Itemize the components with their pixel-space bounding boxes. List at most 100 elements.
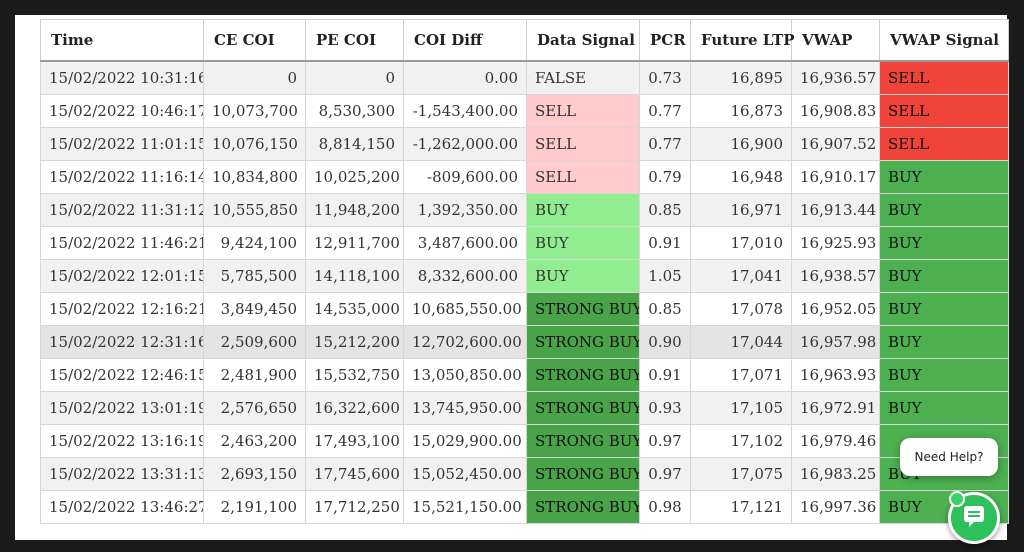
cell-coi-diff: 0.00: [403, 60, 527, 95]
cell-pe-coi: 15,532,750: [305, 358, 404, 392]
cell-vwap: 16,983.25: [791, 457, 880, 491]
cell-future-ltp: 16,971: [690, 193, 792, 227]
cell-pcr: 0.73: [639, 60, 691, 95]
cell-ce-coi: 10,555,850: [203, 193, 306, 227]
cell-pcr: 0.79: [639, 160, 691, 194]
cell-vwap-signal: BUY: [879, 226, 1009, 260]
cell-coi-diff: 8,332,600.00: [403, 259, 527, 293]
cell-coi-diff: 10,685,550.00: [403, 292, 527, 326]
cell-ce-coi: 2,693,150: [203, 457, 306, 491]
cell-pe-coi: 17,712,250: [305, 490, 404, 524]
table-row: 15/02/2022 13:46:27 2,191,100 17,712,250 15…: [40, 490, 1009, 524]
cell-data-signal: SELL: [526, 127, 640, 161]
cell-vwap: 16,938.57: [791, 259, 880, 293]
cell-time: 15/02/2022 10:46:17: [40, 94, 204, 128]
table-row: 15/02/2022 13:31:13 2,693,150 17,745,600 15…: [40, 457, 1009, 491]
header-coi-diff[interactable]: COI Diff: [403, 19, 527, 62]
cell-data-signal: SELL: [526, 160, 640, 194]
cell-vwap-signal: BUY: [879, 193, 1009, 227]
header-pcr[interactable]: PCR: [639, 19, 691, 62]
header-pe-coi[interactable]: PE COI: [305, 19, 404, 62]
cell-time: 15/02/2022 12:46:15: [40, 358, 204, 392]
cell-future-ltp: 17,010: [690, 226, 792, 260]
cell-ce-coi: 2,481,900: [203, 358, 306, 392]
cell-pe-coi: 17,745,600: [305, 457, 404, 491]
cell-time: 15/02/2022 12:16:21: [40, 292, 204, 326]
cell-future-ltp: 17,071: [690, 358, 792, 392]
cell-future-ltp: 17,075: [690, 457, 792, 491]
header-data-signal[interactable]: Data Signal: [526, 19, 640, 62]
cell-pcr: 0.97: [639, 424, 691, 458]
cell-vwap: 16,913.44: [791, 193, 880, 227]
cell-coi-diff: -809,600.00: [403, 160, 527, 194]
cell-ce-coi: 3,849,450: [203, 292, 306, 326]
header-future-ltp[interactable]: Future LTP: [690, 19, 795, 62]
table-row: 15/02/2022 12:01:15 5,785,500 14,118,100 8,…: [40, 259, 1009, 293]
cell-coi-diff: -1,262,000.00: [403, 127, 527, 161]
table-row: 15/02/2022 11:46:21 9,424,100 12,911,700 3,…: [40, 226, 1009, 260]
cell-time: 15/02/2022 13:31:13: [40, 457, 204, 491]
header-ce-coi[interactable]: CE COI: [203, 19, 306, 62]
cell-pe-coi: 10,025,200: [305, 160, 404, 194]
cell-coi-diff: 12,702,600.00: [403, 325, 527, 359]
cell-data-signal: SELL: [526, 94, 640, 128]
cell-vwap: 16,910.17: [791, 160, 880, 194]
cell-data-signal: STRONG BUY: [526, 424, 640, 458]
cell-coi-diff: 15,521,150.00: [403, 490, 527, 524]
cell-data-signal: STRONG BUY: [526, 325, 640, 359]
cell-ce-coi: 2,191,100: [203, 490, 306, 524]
cell-vwap: 16,952.05: [791, 292, 880, 326]
cell-time: 15/02/2022 13:46:27: [40, 490, 204, 524]
cell-future-ltp: 17,121: [690, 490, 792, 524]
cell-coi-diff: 1,392,350.00: [403, 193, 527, 227]
cell-ce-coi: 10,834,800: [203, 160, 306, 194]
cell-vwap-signal: SELL: [879, 60, 1009, 95]
cell-ce-coi: 0: [203, 60, 306, 95]
cell-ce-coi: 10,073,700: [203, 94, 306, 128]
cell-time: 15/02/2022 13:16:19: [40, 424, 204, 458]
cell-pe-coi: 14,118,100: [305, 259, 404, 293]
cell-vwap-signal: BUY: [879, 358, 1009, 392]
cell-ce-coi: 2,509,600: [203, 325, 306, 359]
cell-coi-diff: 3,487,600.00: [403, 226, 527, 260]
cell-future-ltp: 17,102: [690, 424, 792, 458]
cell-ce-coi: 2,463,200: [203, 424, 306, 458]
chat-status-dot: [949, 491, 965, 507]
cell-vwap-signal: BUY: [879, 292, 1009, 326]
cell-time: 15/02/2022 13:01:19: [40, 391, 204, 425]
cell-pcr: 0.77: [639, 94, 691, 128]
chat-icon: [961, 503, 987, 533]
cell-future-ltp: 16,948: [690, 160, 792, 194]
cell-pcr: 1.05: [639, 259, 691, 293]
table-row: 15/02/2022 12:46:15 2,481,900 15,532,750 13…: [40, 358, 1009, 392]
header-vwap[interactable]: VWAP: [791, 19, 880, 62]
cell-vwap: 16,972.91: [791, 391, 880, 425]
cell-vwap: 16,907.52: [791, 127, 880, 161]
cell-pe-coi: 12,911,700: [305, 226, 404, 260]
cell-future-ltp: 17,041: [690, 259, 792, 293]
cell-data-signal: BUY: [526, 226, 640, 260]
cell-ce-coi: 9,424,100: [203, 226, 306, 260]
cell-pcr: 0.97: [639, 457, 691, 491]
cell-data-signal: STRONG BUY: [526, 457, 640, 491]
cell-data-signal: BUY: [526, 259, 640, 293]
table-row: 15/02/2022 13:16:19 2,463,200 17,493,100 15…: [40, 424, 1009, 458]
table-row: 15/02/2022 11:01:15 10,076,150 8,814,150 -1…: [40, 127, 1009, 161]
header-vwap-signal[interactable]: VWAP Signal: [879, 19, 1009, 62]
cell-pe-coi: 16,322,600: [305, 391, 404, 425]
need-help-bubble[interactable]: Need Help?: [900, 438, 998, 476]
cell-time: 15/02/2022 12:31:16: [40, 325, 204, 359]
header-row: Time CE COI PE COI COI Diff Data Signal PCR Fu…: [40, 19, 1009, 62]
cell-data-signal: STRONG BUY: [526, 490, 640, 524]
table-body: 15/02/2022 10:31:16 0 0 0.00 FALSE 0.73 16,895…: [40, 60, 1009, 524]
cell-data-signal: STRONG BUY: [526, 292, 640, 326]
cell-vwap-signal: BUY: [879, 391, 1009, 425]
cell-pcr: 0.77: [639, 127, 691, 161]
cell-future-ltp: 16,873: [690, 94, 792, 128]
cell-pcr: 0.98: [639, 490, 691, 524]
cell-future-ltp: 16,900: [690, 127, 792, 161]
cell-data-signal: FALSE: [526, 60, 640, 95]
table-row: 15/02/2022 11:31:12 10,555,850 11,948,200 1…: [40, 193, 1009, 227]
cell-time: 15/02/2022 10:31:16: [40, 60, 204, 95]
header-time[interactable]: Time: [40, 19, 204, 62]
